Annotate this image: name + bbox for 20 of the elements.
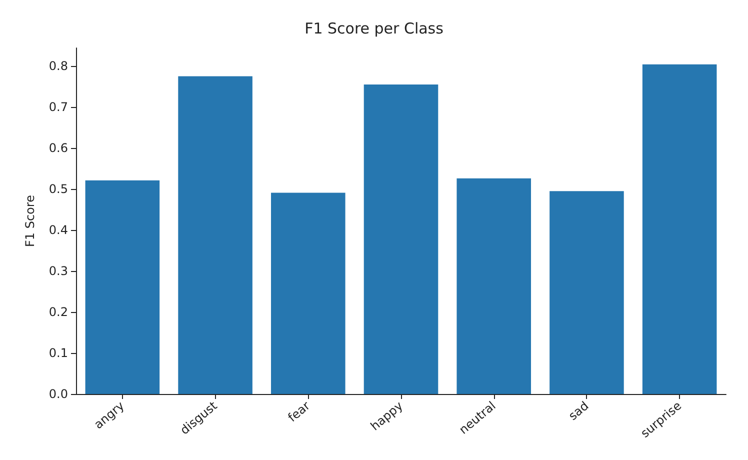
x-tick-label: fear: [285, 398, 313, 425]
y-axis-title: F1 Score: [23, 195, 37, 247]
bar: [456, 178, 531, 394]
y-tick-label: 0.7: [48, 100, 68, 114]
y-tick-label: 0.0: [48, 387, 68, 401]
x-tick-label: sad: [566, 398, 592, 424]
y-tick-label: 0.3: [48, 264, 68, 278]
bar: [364, 84, 438, 394]
y-tick-label: 0.5: [48, 182, 68, 196]
bar: [550, 191, 624, 394]
bar: [642, 64, 717, 394]
y-tick-label: 0.1: [48, 346, 68, 360]
y-tick-label: 0.2: [48, 305, 68, 320]
chart-title: F1 Score per Class: [304, 20, 444, 38]
bar: [178, 76, 252, 394]
bar: [85, 180, 160, 394]
y-tick-label: 0.4: [48, 223, 68, 238]
y-tick-label: 0.6: [48, 141, 68, 156]
y-tick-label: 0.8: [48, 59, 68, 74]
bar: [271, 192, 346, 394]
